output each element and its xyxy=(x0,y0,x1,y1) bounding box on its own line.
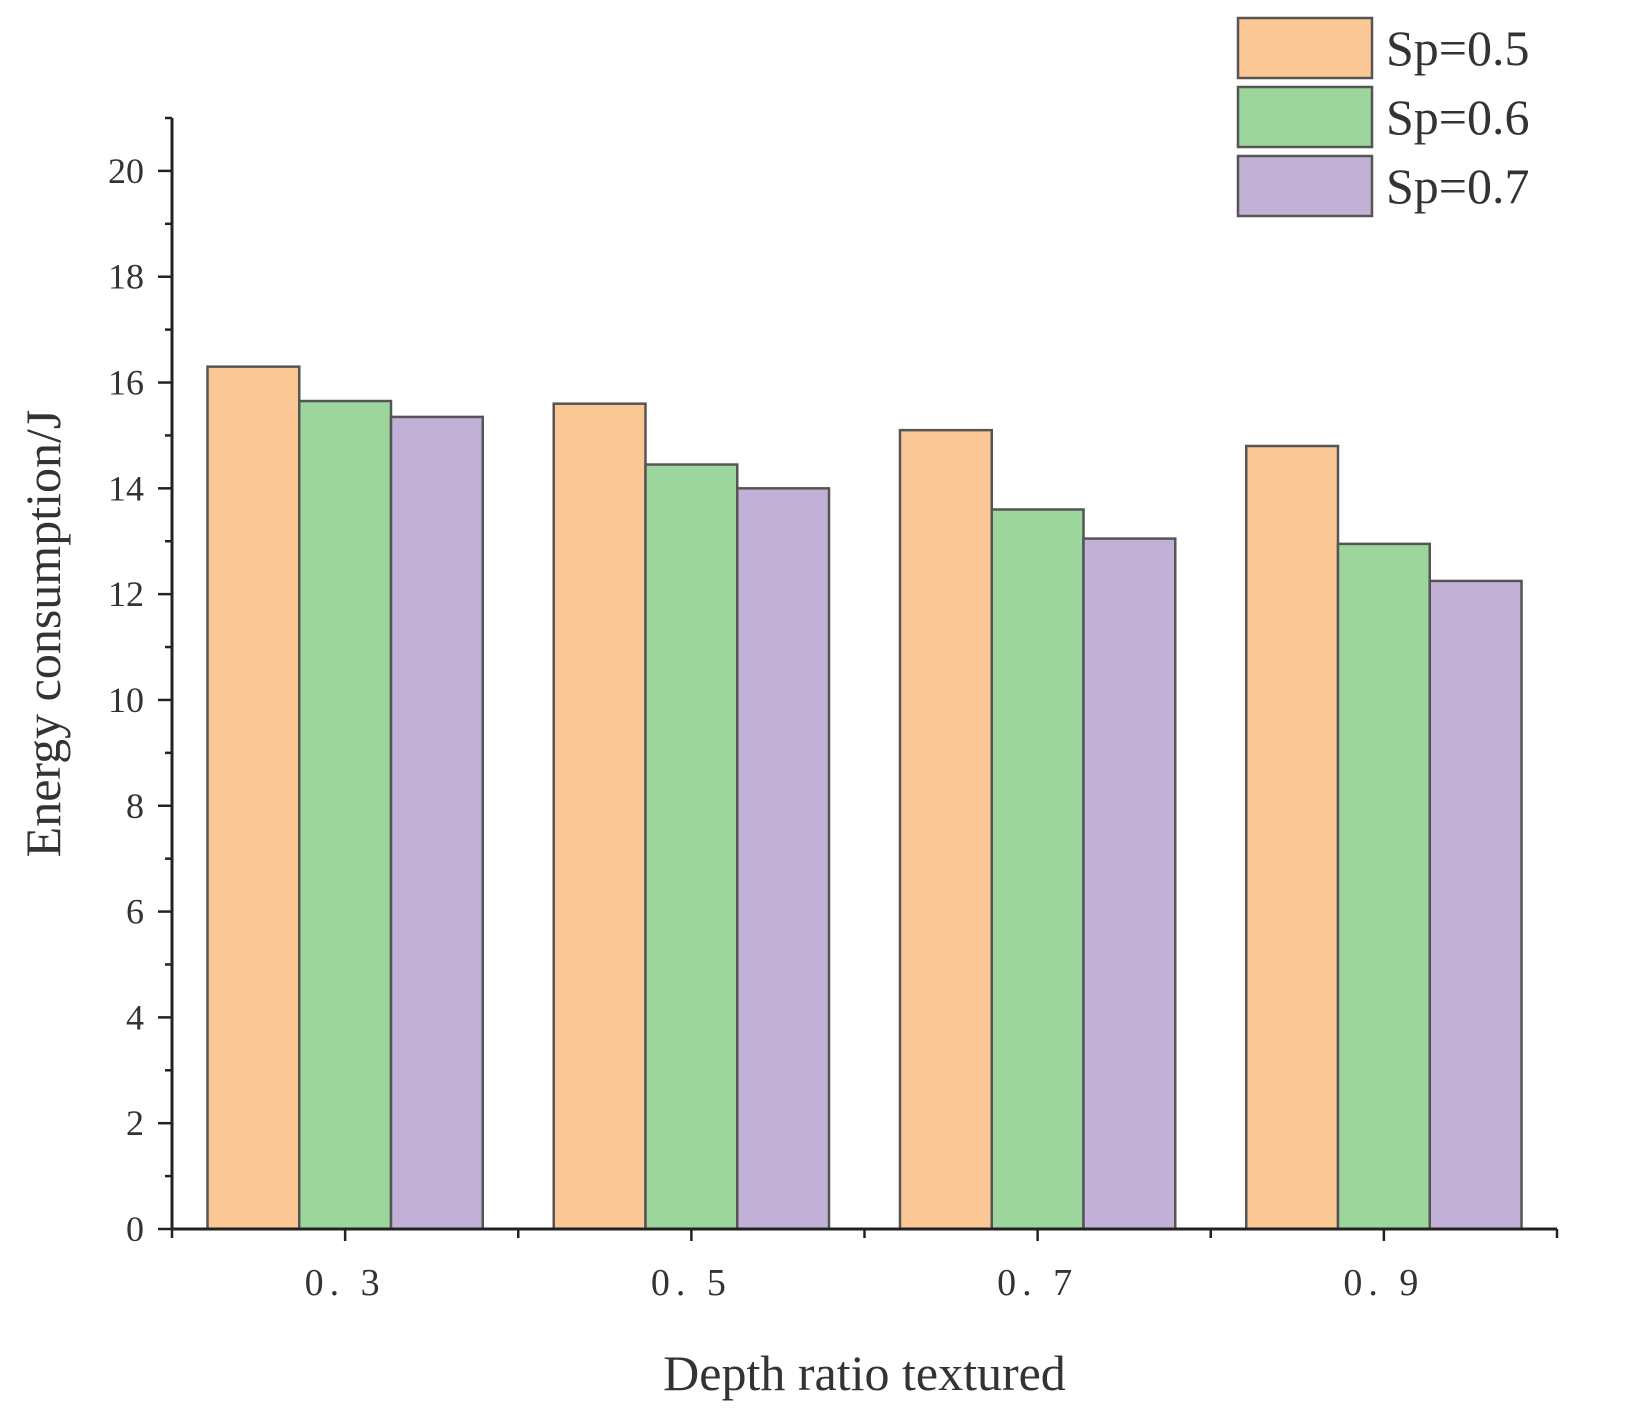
y-tick-label: 6 xyxy=(126,892,144,932)
x-tick-label: 0. 7 xyxy=(997,1262,1078,1304)
x-tick-label: 0. 3 xyxy=(305,1262,386,1304)
y-axis-title: Energy consumption/J xyxy=(15,410,71,858)
y-tick-label: 12 xyxy=(108,574,144,614)
bar-sp-0-6 xyxy=(644,463,739,1231)
bar-sp-0-6 xyxy=(297,399,393,1231)
bar-sp-0-7 xyxy=(736,487,831,1231)
bars-layer xyxy=(206,365,1523,1231)
y-tick-label: 18 xyxy=(108,257,144,297)
bar-sp-0-5 xyxy=(206,365,301,1231)
bar-sp-0-6 xyxy=(990,508,1085,1231)
y-tick-label: 8 xyxy=(126,786,144,826)
legend-swatch xyxy=(1236,154,1374,218)
bar-sp-0-5 xyxy=(552,402,647,1231)
x-ticks: 0. 3 0. 5 0. 7 0. 9 xyxy=(170,1229,1559,1304)
bar-sp-0-5 xyxy=(898,428,993,1231)
bar-sp-0-7 xyxy=(1082,537,1177,1231)
y-tick-label: 14 xyxy=(108,468,144,508)
x-axis-title: Depth ratio textured xyxy=(663,1345,1066,1401)
bar-sp-0-7 xyxy=(389,415,485,1231)
y-tick-label: 2 xyxy=(126,1103,144,1143)
x-tick-label: 0. 5 xyxy=(651,1262,732,1304)
y-tick-label: 16 xyxy=(108,363,144,403)
y-tick-label: 10 xyxy=(108,680,144,720)
x-tick-label: 0. 9 xyxy=(1343,1262,1424,1304)
y-tick-label: 0 xyxy=(126,1209,144,1249)
legend-label: Sp=0.5 xyxy=(1386,20,1530,76)
y-tick-label: 20 xyxy=(108,151,144,191)
y-tick-label: 4 xyxy=(126,997,144,1037)
legend-swatch xyxy=(1236,85,1374,149)
legend-swatch xyxy=(1236,16,1374,80)
legend-label: Sp=0.6 xyxy=(1386,89,1530,145)
legend: Sp=0.5 Sp=0.6 Sp=0.7 xyxy=(1236,16,1530,218)
legend-label: Sp=0.7 xyxy=(1386,158,1530,214)
y-ticks: 0 2 4 6 8 10 12 14 16 18 20 xyxy=(108,116,172,1249)
bar-sp-0-5 xyxy=(1244,444,1340,1231)
bar-sp-0-6 xyxy=(1336,542,1432,1231)
bar-sp-0-7 xyxy=(1428,579,1523,1231)
